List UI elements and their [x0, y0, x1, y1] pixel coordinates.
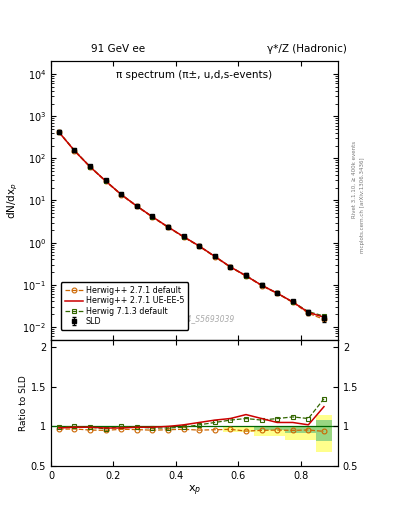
Herwig++ 2.7.1 default	[259, 283, 264, 289]
Herwig++ 2.7.1 UE-EE-5	[290, 299, 295, 305]
X-axis label: x$_p$: x$_p$	[188, 483, 201, 498]
Herwig++ 2.7.1 UE-EE-5	[72, 147, 77, 154]
Herwig++ 2.7.1 default	[119, 192, 124, 198]
Text: SLD_2004_S5693039: SLD_2004_S5693039	[154, 314, 235, 323]
Text: Rivet 3.1.10, ≥ 400k events: Rivet 3.1.10, ≥ 400k events	[352, 141, 357, 218]
Herwig 7.1.3 default	[306, 309, 311, 315]
Herwig 7.1.3 default	[275, 290, 279, 296]
Herwig++ 2.7.1 default	[213, 254, 217, 260]
Herwig++ 2.7.1 UE-EE-5	[88, 164, 92, 170]
Line: Herwig 7.1.3 default: Herwig 7.1.3 default	[57, 130, 326, 318]
Text: 91 GeV ee: 91 GeV ee	[91, 44, 145, 54]
Herwig++ 2.7.1 UE-EE-5	[181, 233, 186, 240]
Line: Herwig++ 2.7.1 default: Herwig++ 2.7.1 default	[57, 130, 326, 322]
Herwig++ 2.7.1 default	[134, 203, 139, 209]
Y-axis label: dN/dx$_p$: dN/dx$_p$	[5, 182, 20, 219]
Herwig++ 2.7.1 default	[290, 300, 295, 306]
Herwig++ 2.7.1 UE-EE-5	[275, 290, 279, 296]
Herwig 7.1.3 default	[321, 313, 326, 319]
Herwig++ 2.7.1 default	[72, 148, 77, 154]
Herwig 7.1.3 default	[181, 233, 186, 240]
Herwig 7.1.3 default	[150, 214, 155, 220]
Herwig++ 2.7.1 default	[275, 290, 279, 296]
Text: π spectrum (π±, u,d,s-events): π spectrum (π±, u,d,s-events)	[116, 70, 273, 80]
Herwig++ 2.7.1 UE-EE-5	[150, 214, 155, 220]
Herwig++ 2.7.1 default	[150, 214, 155, 220]
Herwig 7.1.3 default	[72, 147, 77, 154]
Herwig 7.1.3 default	[103, 178, 108, 184]
Herwig++ 2.7.1 UE-EE-5	[321, 314, 326, 320]
Herwig++ 2.7.1 default	[244, 273, 248, 279]
Herwig++ 2.7.1 default	[197, 243, 202, 249]
Herwig++ 2.7.1 default	[306, 310, 311, 316]
Line: Herwig++ 2.7.1 UE-EE-5: Herwig++ 2.7.1 UE-EE-5	[59, 132, 324, 317]
Text: mcplots.cern.ch [arXiv:1306.3436]: mcplots.cern.ch [arXiv:1306.3436]	[360, 157, 365, 252]
Herwig 7.1.3 default	[290, 299, 295, 305]
Herwig++ 2.7.1 UE-EE-5	[244, 273, 248, 279]
Herwig++ 2.7.1 UE-EE-5	[259, 282, 264, 288]
Herwig++ 2.7.1 UE-EE-5	[134, 203, 139, 209]
Herwig++ 2.7.1 default	[103, 178, 108, 184]
Herwig 7.1.3 default	[119, 191, 124, 198]
Herwig++ 2.7.1 UE-EE-5	[119, 191, 124, 198]
Herwig++ 2.7.1 default	[181, 234, 186, 240]
Text: γ*/Z (Hadronic): γ*/Z (Hadronic)	[266, 44, 347, 54]
Herwig++ 2.7.1 default	[88, 164, 92, 170]
Herwig++ 2.7.1 UE-EE-5	[103, 178, 108, 184]
Herwig 7.1.3 default	[228, 264, 233, 270]
Herwig 7.1.3 default	[244, 272, 248, 279]
Herwig++ 2.7.1 default	[166, 224, 171, 230]
Herwig++ 2.7.1 UE-EE-5	[197, 243, 202, 249]
Herwig 7.1.3 default	[166, 224, 171, 230]
Herwig 7.1.3 default	[134, 203, 139, 209]
Herwig++ 2.7.1 UE-EE-5	[228, 264, 233, 270]
Legend: Herwig++ 2.7.1 default, Herwig++ 2.7.1 UE-EE-5, Herwig 7.1.3 default, SLD: Herwig++ 2.7.1 default, Herwig++ 2.7.1 U…	[61, 282, 188, 330]
Herwig++ 2.7.1 default	[321, 316, 326, 323]
Herwig++ 2.7.1 UE-EE-5	[57, 129, 61, 135]
Herwig 7.1.3 default	[197, 243, 202, 249]
Herwig 7.1.3 default	[213, 253, 217, 260]
Herwig++ 2.7.1 default	[57, 129, 61, 135]
Y-axis label: Ratio to SLD: Ratio to SLD	[19, 375, 28, 431]
Herwig++ 2.7.1 UE-EE-5	[213, 253, 217, 260]
Herwig++ 2.7.1 UE-EE-5	[166, 224, 171, 230]
Herwig 7.1.3 default	[259, 282, 264, 288]
Herwig 7.1.3 default	[57, 129, 61, 135]
Herwig++ 2.7.1 UE-EE-5	[306, 309, 311, 315]
Herwig 7.1.3 default	[88, 163, 92, 169]
Herwig++ 2.7.1 default	[228, 264, 233, 270]
